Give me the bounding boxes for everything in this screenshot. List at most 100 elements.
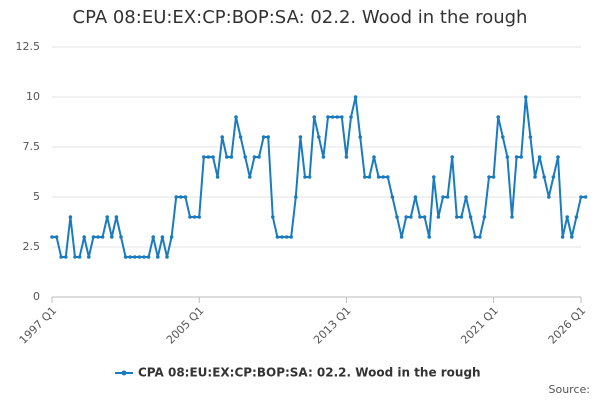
point [100, 235, 105, 239]
point [271, 215, 275, 219]
point [427, 235, 432, 239]
point [579, 195, 583, 199]
point [146, 255, 151, 259]
point [570, 235, 574, 239]
point [551, 175, 556, 179]
point [505, 155, 510, 159]
y-tick-label: 5 [33, 190, 40, 203]
point [353, 95, 358, 99]
point [317, 135, 321, 139]
point [77, 255, 82, 259]
y-tick-label: 10 [26, 90, 40, 103]
point [252, 155, 257, 159]
point [229, 155, 234, 159]
point [280, 235, 284, 239]
point [123, 255, 128, 259]
point [537, 155, 542, 159]
point [137, 255, 142, 259]
point [459, 215, 464, 219]
point [64, 255, 68, 259]
point [179, 195, 183, 199]
point [478, 235, 482, 239]
point [188, 215, 192, 219]
point [215, 175, 220, 179]
point [238, 135, 243, 139]
point [381, 175, 386, 179]
point [372, 155, 376, 159]
point [367, 175, 372, 179]
x-tick-label: 1997 Q1 [17, 304, 60, 347]
series-line [52, 96, 586, 258]
point [169, 235, 174, 239]
y-tick-label: 2.5 [23, 240, 41, 253]
point [303, 175, 307, 179]
source: Source: [549, 383, 591, 396]
chart-title: CPA 08:EU:EX:CP:BOP:SA: 02.2. Wood in th… [73, 7, 528, 28]
point [192, 215, 197, 219]
point [533, 175, 537, 179]
point [298, 135, 303, 139]
point [340, 115, 344, 119]
point [243, 155, 247, 159]
legend-marker [121, 370, 127, 376]
point [326, 115, 330, 119]
x-tick-label: 2026 Q1 [546, 304, 589, 347]
point [82, 235, 86, 239]
point [261, 135, 266, 139]
point [289, 235, 294, 239]
point [399, 235, 404, 239]
point [284, 235, 289, 239]
point [54, 235, 59, 239]
point [59, 255, 63, 259]
point [220, 135, 224, 139]
point [358, 135, 363, 139]
point [349, 115, 353, 119]
point [110, 235, 114, 239]
point [519, 155, 523, 159]
point [510, 215, 514, 219]
x-tick-label: 2021 Q1 [458, 304, 501, 347]
x-tick-label: 2005 Q1 [164, 304, 207, 347]
point [165, 255, 169, 259]
y-tick-label: 0 [33, 290, 40, 303]
point [307, 175, 312, 179]
point [418, 215, 422, 219]
point [119, 235, 123, 239]
point [436, 215, 441, 219]
point [482, 215, 487, 219]
point [257, 155, 261, 159]
point [501, 135, 505, 139]
point [441, 195, 445, 199]
point [202, 155, 206, 159]
point [156, 255, 160, 259]
point [294, 195, 298, 199]
point [560, 235, 565, 239]
point [547, 195, 551, 199]
point [464, 195, 468, 199]
point [335, 115, 340, 119]
point [234, 115, 238, 119]
point [160, 235, 165, 239]
point [390, 195, 395, 199]
point [450, 155, 455, 159]
point [206, 155, 211, 159]
point [266, 135, 271, 139]
point [514, 155, 519, 159]
point [556, 155, 560, 159]
point [211, 155, 215, 159]
point [330, 115, 335, 119]
point [225, 155, 229, 159]
point [404, 215, 409, 219]
point [473, 235, 478, 239]
point [321, 155, 326, 159]
point [583, 195, 588, 199]
point [344, 155, 349, 159]
point [312, 115, 317, 119]
point [386, 175, 390, 179]
y-tick-label: 12.5 [16, 40, 41, 53]
point [363, 175, 367, 179]
point [574, 215, 579, 219]
point [409, 215, 413, 219]
point [151, 235, 155, 239]
